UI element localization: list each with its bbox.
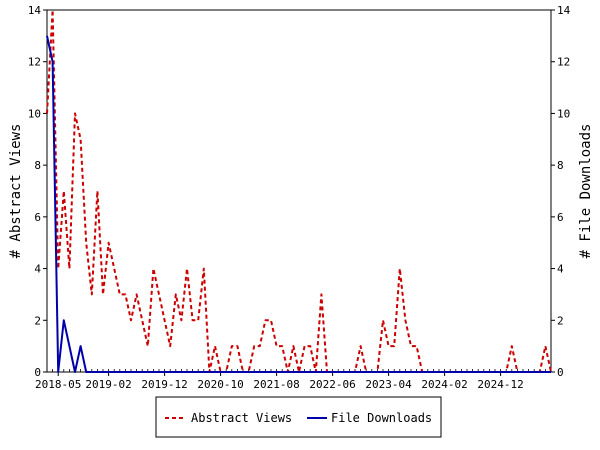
right-y-tick-label: 6 [557,211,564,224]
right-y-tick-label: 12 [557,56,570,69]
x-tick-label: 2019-02 [85,378,131,391]
right-y-tick-label: 14 [557,4,571,17]
x-tick-label: 2023-04 [365,378,412,391]
x-tick-label: 2021-08 [253,378,299,391]
left-y-axis-title: # Abstract Views [8,124,24,259]
left-y-tick-label: 10 [28,107,41,120]
right-y-tick-label: 4 [557,263,564,276]
left-y-tick-label: 8 [34,159,41,172]
x-tick-label: 2022-06 [309,378,355,391]
right-y-tick-label: 2 [557,314,564,327]
left-y-tick-label: 6 [34,211,41,224]
legend-label-file-downloads: File Downloads [331,411,432,425]
series-line-file-downloads [46,35,551,373]
plot-area [46,9,552,373]
legend: Abstract Views File Downloads [155,396,442,438]
x-tick-label: 2018-05 [35,378,81,391]
left-y-tick-label: 0 [34,366,41,379]
left-y-tick-label: 2 [34,314,41,327]
right-y-axis: 0 2 4 6 8 10 12 14 [551,4,571,379]
legend-box [155,396,442,438]
x-tick-label: 2024-12 [477,378,523,391]
series-layer [46,9,552,373]
x-tick-label: 2020-10 [197,378,243,391]
left-y-tick-label: 14 [28,4,42,17]
left-y-axis: 0 2 4 6 8 10 12 14 [28,4,47,379]
right-y-axis-title: # File Downloads [578,124,594,259]
right-y-tick-label: 10 [557,107,570,120]
left-y-tick-label: 12 [28,56,41,69]
right-y-tick-label: 0 [557,366,564,379]
series-line-abstract-views [46,9,552,373]
left-y-tick-label: 4 [34,263,41,276]
x-tick-label: 2019-12 [141,378,187,391]
legend-label-abstract-views: Abstract Views [191,411,292,425]
x-tick-label: 2024-02 [421,378,467,391]
right-y-tick-label: 8 [557,159,564,172]
x-axis: 2018-05 2019-02 2019-12 2020-10 2021-08 2022-… [35,369,552,391]
